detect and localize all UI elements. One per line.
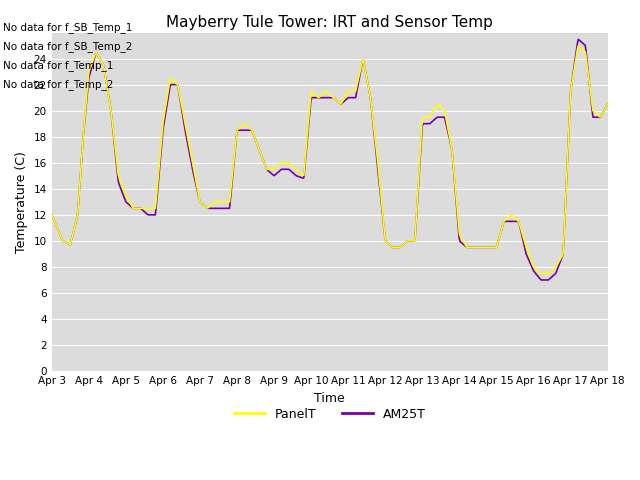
X-axis label: Time: Time — [314, 392, 345, 405]
Title: Mayberry Tule Tower: IRT and Sensor Temp: Mayberry Tule Tower: IRT and Sensor Temp — [166, 15, 493, 30]
Text: No data for f_SB_Temp_2: No data for f_SB_Temp_2 — [3, 41, 132, 52]
Text: No data for f_Temp_1: No data for f_Temp_1 — [3, 60, 113, 71]
Text: No data for f_SB_Temp_1: No data for f_SB_Temp_1 — [3, 22, 132, 33]
Y-axis label: Temperature (C): Temperature (C) — [15, 151, 28, 253]
Text: No data for f_Temp_2: No data for f_Temp_2 — [3, 79, 113, 90]
